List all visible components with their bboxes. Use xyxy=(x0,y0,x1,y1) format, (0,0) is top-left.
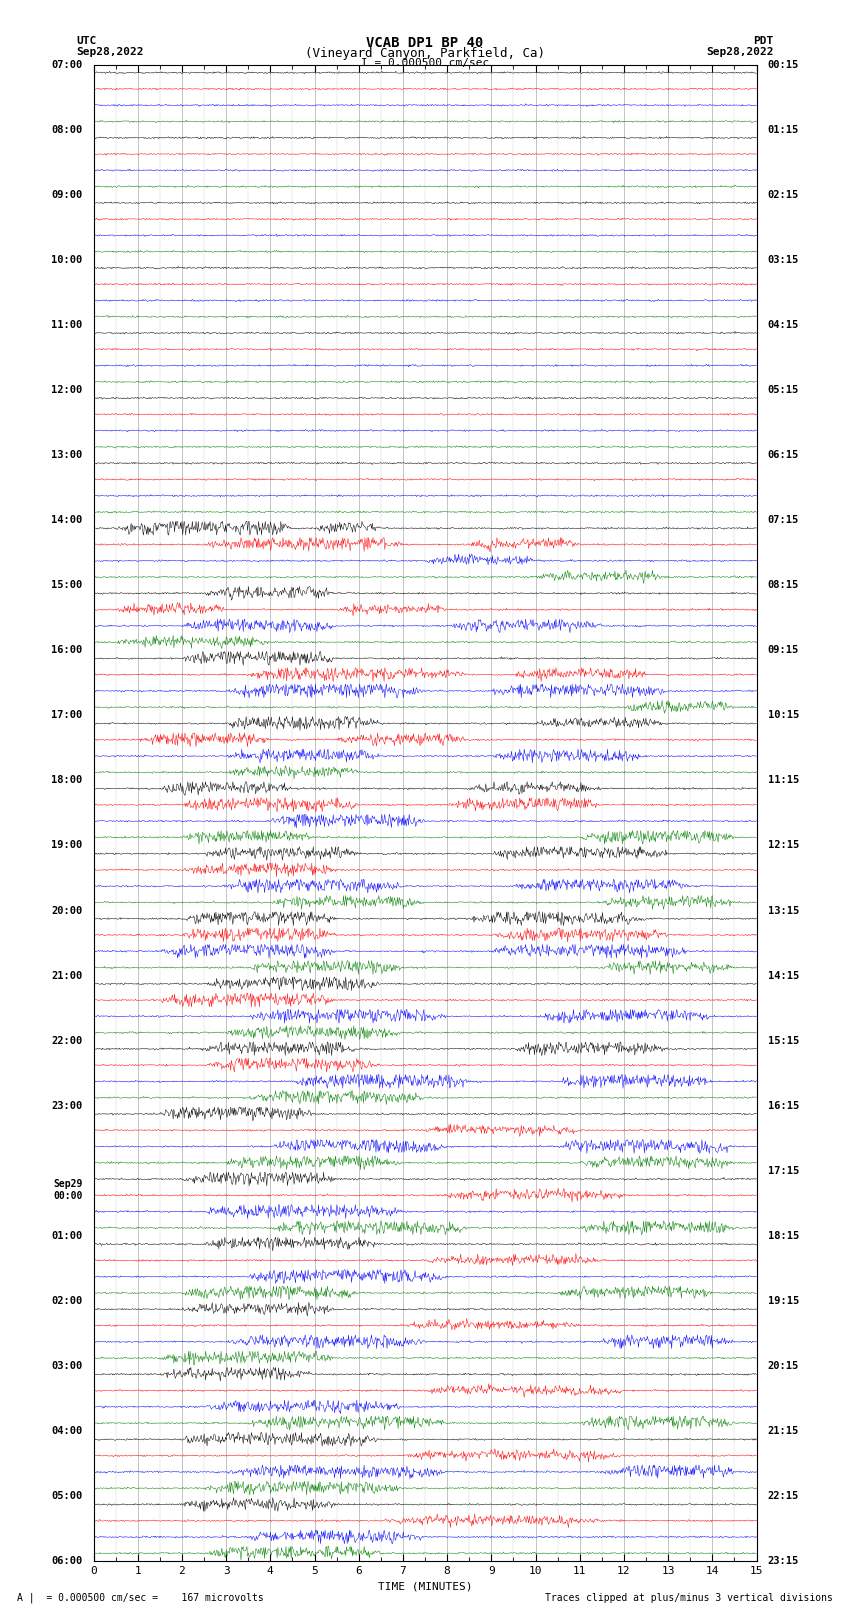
Text: (Vineyard Canyon, Parkfield, Ca): (Vineyard Canyon, Parkfield, Ca) xyxy=(305,47,545,60)
Text: Sep28,2022: Sep28,2022 xyxy=(706,47,774,56)
Text: 22:00: 22:00 xyxy=(51,1036,82,1045)
Text: 09:00: 09:00 xyxy=(51,190,82,200)
Text: 16:00: 16:00 xyxy=(51,645,82,655)
Text: 01:00: 01:00 xyxy=(51,1231,82,1240)
Text: 21:15: 21:15 xyxy=(768,1426,799,1436)
Text: 23:00: 23:00 xyxy=(51,1100,82,1111)
Text: I = 0.000500 cm/sec: I = 0.000500 cm/sec xyxy=(361,58,489,68)
Text: 21:00: 21:00 xyxy=(51,971,82,981)
Text: 18:15: 18:15 xyxy=(768,1231,799,1240)
Text: 12:15: 12:15 xyxy=(768,840,799,850)
Text: 10:15: 10:15 xyxy=(768,710,799,721)
Text: 00:00: 00:00 xyxy=(53,1179,82,1200)
Text: 07:15: 07:15 xyxy=(768,515,799,526)
Text: 05:00: 05:00 xyxy=(51,1492,82,1502)
Text: 11:00: 11:00 xyxy=(51,319,82,329)
Text: PDT: PDT xyxy=(753,37,774,47)
Text: 16:15: 16:15 xyxy=(768,1100,799,1111)
Text: 20:15: 20:15 xyxy=(768,1361,799,1371)
Text: 05:15: 05:15 xyxy=(768,386,799,395)
Text: 17:00: 17:00 xyxy=(51,710,82,721)
Text: VCAB DP1 BP 40: VCAB DP1 BP 40 xyxy=(366,37,484,50)
Text: A |  = 0.000500 cm/sec =    167 microvolts: A | = 0.000500 cm/sec = 167 microvolts xyxy=(17,1592,264,1603)
Text: 11:15: 11:15 xyxy=(768,776,799,786)
Text: 06:00: 06:00 xyxy=(51,1557,82,1566)
Text: 12:00: 12:00 xyxy=(51,386,82,395)
Text: 02:00: 02:00 xyxy=(51,1297,82,1307)
Text: Traces clipped at plus/minus 3 vertical divisions: Traces clipped at plus/minus 3 vertical … xyxy=(545,1594,833,1603)
Text: 07:00: 07:00 xyxy=(51,60,82,69)
Text: 09:15: 09:15 xyxy=(768,645,799,655)
Text: 03:15: 03:15 xyxy=(768,255,799,265)
Text: 01:15: 01:15 xyxy=(768,124,799,134)
Text: Sep28,2022: Sep28,2022 xyxy=(76,47,144,56)
Text: 06:15: 06:15 xyxy=(768,450,799,460)
Text: 20:00: 20:00 xyxy=(51,905,82,916)
Text: 22:15: 22:15 xyxy=(768,1492,799,1502)
Text: 04:15: 04:15 xyxy=(768,319,799,329)
Text: 15:00: 15:00 xyxy=(51,581,82,590)
Text: 13:15: 13:15 xyxy=(768,905,799,916)
Text: 10:00: 10:00 xyxy=(51,255,82,265)
Text: 19:15: 19:15 xyxy=(768,1297,799,1307)
Text: 00:15: 00:15 xyxy=(768,60,799,69)
Text: 14:15: 14:15 xyxy=(768,971,799,981)
Text: 13:00: 13:00 xyxy=(51,450,82,460)
Text: 04:00: 04:00 xyxy=(51,1426,82,1436)
Text: 23:15: 23:15 xyxy=(768,1557,799,1566)
Text: 19:00: 19:00 xyxy=(51,840,82,850)
Text: 02:15: 02:15 xyxy=(768,190,799,200)
Text: UTC: UTC xyxy=(76,37,97,47)
Text: 08:15: 08:15 xyxy=(768,581,799,590)
Text: 15:15: 15:15 xyxy=(768,1036,799,1045)
Text: 18:00: 18:00 xyxy=(51,776,82,786)
X-axis label: TIME (MINUTES): TIME (MINUTES) xyxy=(377,1582,473,1592)
Text: 03:00: 03:00 xyxy=(51,1361,82,1371)
Text: 08:00: 08:00 xyxy=(51,124,82,134)
Text: 14:00: 14:00 xyxy=(51,515,82,526)
Text: 17:15: 17:15 xyxy=(768,1166,799,1176)
Text: Sep29: Sep29 xyxy=(53,1179,82,1189)
